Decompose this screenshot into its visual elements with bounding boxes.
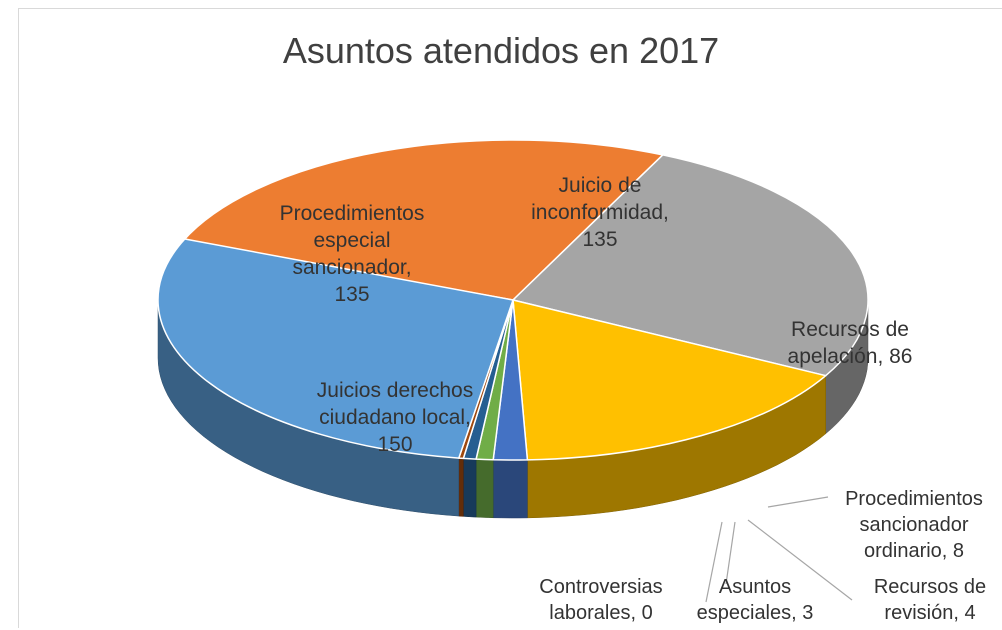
data-label-juicios-derechos-ciudadano-local: Juicios derechos ciudadano local, 150 [280,377,510,458]
data-label-procedimientos-especial-sancionador: Procedimientos especial sancionador, 135 [232,200,472,308]
label-line: inconformidad, [531,201,669,224]
data-label-juicio-de-inconformidad: Juicio de inconformidad, 135 [500,172,700,253]
label-line: ordinario, 8 [863,540,965,562]
label-line: especial [313,229,391,252]
label-line: laborales, 0 [549,602,653,624]
label-line: especiales, 3 [696,602,814,624]
data-label-recursos-de-apelacion: Recursos de apelación, 86 [750,316,950,370]
label-line: Juicio de [558,174,642,197]
pie-slice-juicio-de-inconformidad [512,154,869,377]
label-line: Juicios derechos [316,379,474,402]
pie-slice-procedimientos-especial-sancionador [182,139,664,301]
label-line: sancionador [859,514,969,536]
data-label-controversias-laborales: Controversias laborales, 0 [526,574,676,626]
label-line: 135 [334,283,370,306]
data-label-procedimientos-sancionador-ordinario: Procedimientos sancionador ordinario, 8 [826,486,1002,564]
pie-side-controversias-laborales [458,457,464,517]
pie-slice-recursos-de-apelacion [512,299,827,461]
label-line: Procedimientos [845,488,983,510]
label-line: Recursos de [873,576,987,598]
leader-line-procedimientos-sancionador-ordinario [767,496,829,508]
label-line: revisión, 4 [884,602,976,624]
chart-title: Asuntos atendidos en 2017 [282,30,720,71]
label-line: Controversias [539,576,663,598]
label-line: apelación, 86 [787,345,913,368]
pie-side-procedimientos-sancionador-ordinario [492,459,528,519]
pie-side-recursos-de-revision [475,458,494,519]
label-line: Recursos de [791,318,909,341]
data-label-asuntos-especiales: Asuntos especiales, 3 [680,574,830,626]
data-label-recursos-de-revision: Recursos de revisión, 4 [858,574,1002,626]
leader-line-controversias-laborales [705,521,723,603]
label-line: 150 [377,433,413,456]
label-line: sancionador, [292,256,412,279]
label-line: ciudadano local, [319,406,471,429]
label-line: Procedimientos [279,202,425,225]
pie-side-asuntos-especiales [463,458,477,518]
label-line: Asuntos [718,576,792,598]
pie-slice-juicios-derechos-ciudadano-local [157,238,514,459]
label-line: 135 [582,228,618,251]
leader-line-asuntos-especiales [725,521,736,585]
leader-line-recursos-de-revision [747,519,853,601]
